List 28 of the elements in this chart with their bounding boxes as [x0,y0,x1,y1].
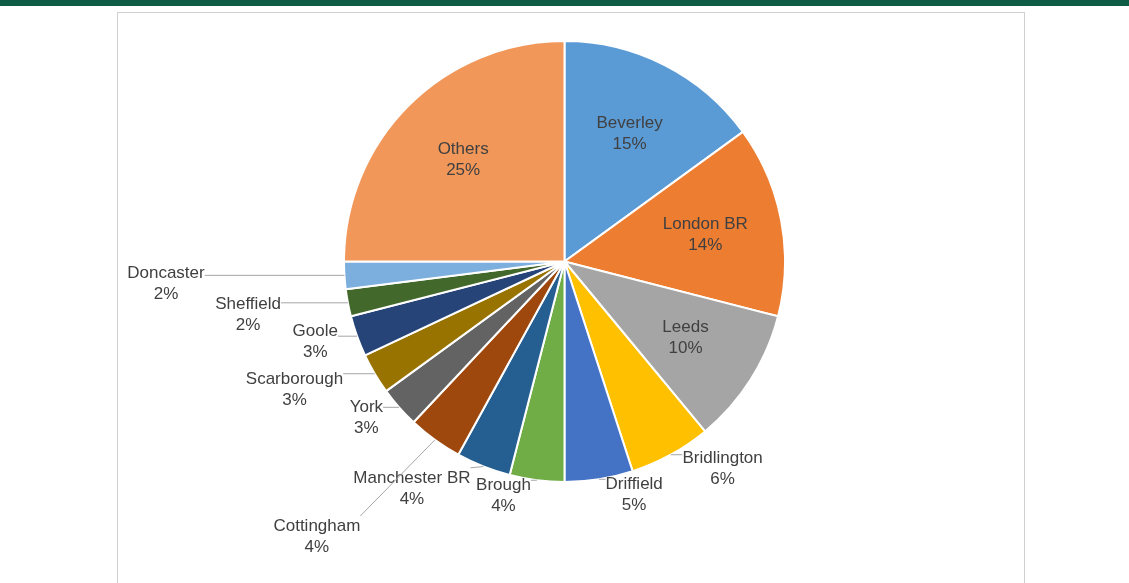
slice-label: Bridlington [682,447,763,467]
slice-label: Manchester BR [353,468,471,488]
data-label: 2% [153,284,179,304]
data-label: 10% [668,338,703,358]
data-label: 5% [621,495,647,515]
slice-label: Leeds [662,317,709,337]
data-label: 3% [303,341,328,361]
data-label: 4% [399,489,425,509]
data-label: 3% [282,390,307,410]
slice-label: York [349,397,384,417]
data-label: 15% [612,133,647,153]
slice-label: London BR [662,213,748,233]
slice-label: Sheffield [215,294,282,313]
slice-label: Brough [476,475,531,495]
slice-label: Beverley [596,112,664,132]
data-label: 4% [491,496,516,516]
slice-label: Scarborough [245,369,344,389]
slice-label: Doncaster [127,263,206,283]
data-label: 6% [710,468,735,488]
data-label: 14% [688,234,723,254]
data-label: 2% [235,315,261,334]
slice-label: Cottingham [273,516,361,536]
slice-label: Driffield [605,474,663,494]
slice-label: Goole [292,320,338,340]
data-label: 4% [304,537,330,557]
slice-label: Others [437,139,489,159]
data-label: 25% [446,160,481,180]
data-label: 3% [354,418,379,438]
